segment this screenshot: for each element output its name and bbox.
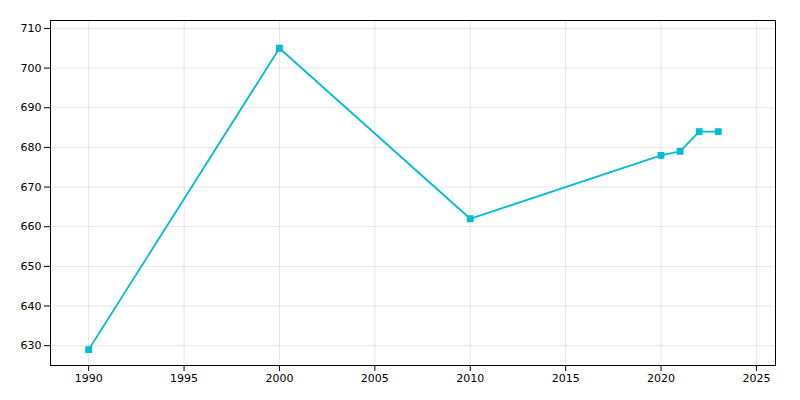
svg-text:680: 680	[21, 141, 42, 154]
svg-text:650: 650	[21, 260, 42, 273]
svg-text:1990: 1990	[75, 372, 103, 385]
svg-text:2020: 2020	[647, 372, 675, 385]
svg-text:700: 700	[21, 62, 42, 75]
svg-text:2010: 2010	[456, 372, 484, 385]
svg-text:2015: 2015	[552, 372, 580, 385]
svg-text:2000: 2000	[265, 372, 293, 385]
svg-text:630: 630	[21, 339, 42, 352]
svg-text:660: 660	[21, 220, 42, 233]
svg-text:640: 640	[21, 300, 42, 313]
svg-text:710: 710	[21, 22, 42, 35]
svg-text:2025: 2025	[742, 372, 770, 385]
svg-text:690: 690	[21, 101, 42, 114]
svg-text:2005: 2005	[361, 372, 389, 385]
svg-text:670: 670	[21, 181, 42, 194]
svg-text:1995: 1995	[170, 372, 198, 385]
